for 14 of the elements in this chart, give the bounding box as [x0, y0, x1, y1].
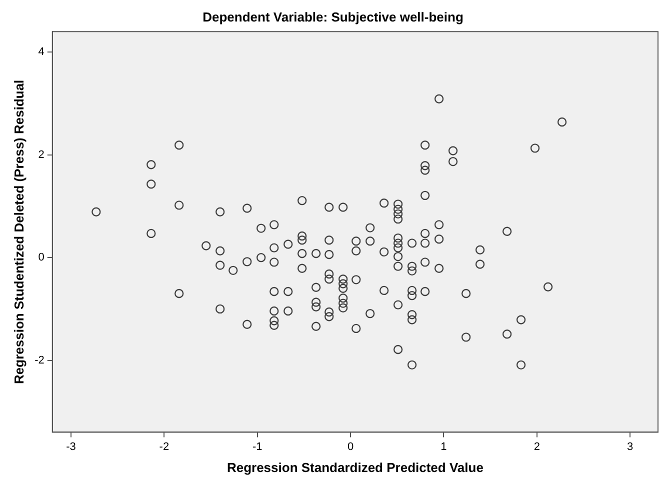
x-tick-label: 2: [534, 440, 540, 453]
x-tick-label: 1: [440, 440, 447, 453]
x-tick-label: -1: [252, 440, 262, 453]
x-tick-label: -2: [159, 440, 170, 453]
x-tick-label: -3: [66, 440, 76, 453]
x-axis-title: Regression Standardized Predicted Value: [226, 460, 484, 475]
y-tick-label: 0: [38, 252, 44, 264]
y-tick-label: 4: [38, 46, 44, 58]
y-tick-label: 2: [38, 148, 44, 161]
chart-title: Dependent Variable: Subjective well-being: [202, 9, 464, 24]
x-tick-label: 3: [626, 440, 634, 453]
y-axis-title: Regression Studentized Deleted (Press) Residual: [11, 80, 26, 384]
y-tick-label: -2: [34, 354, 44, 366]
x-tick-label: 0: [347, 440, 354, 453]
